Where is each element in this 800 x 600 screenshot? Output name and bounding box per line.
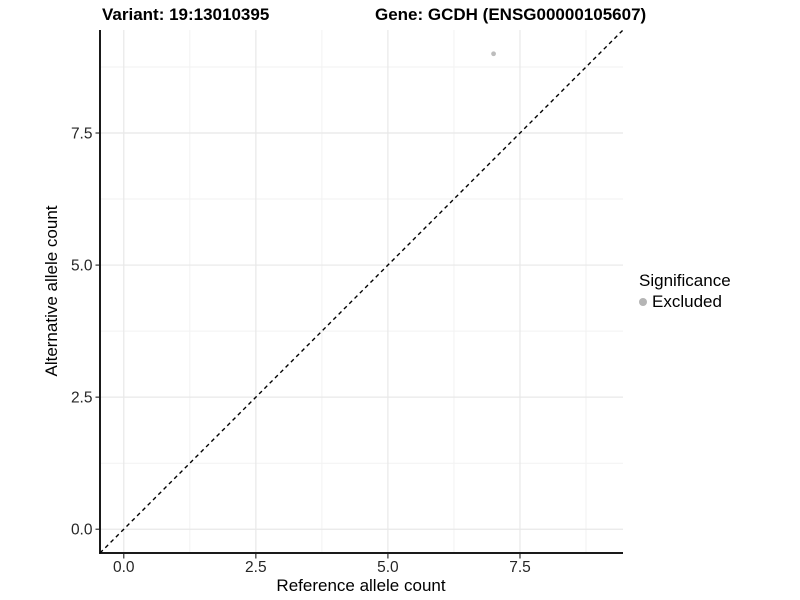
- y-tick-label: 2.5: [71, 390, 93, 407]
- y-axis-title: Alternative allele count: [42, 205, 61, 377]
- y-tick-label: 5.0: [71, 258, 93, 275]
- legend-title: Significance: [639, 271, 731, 290]
- legend: Significance Excluded: [639, 271, 731, 311]
- identity-reference-line: [99, 29, 624, 554]
- plot-title-gene: Gene: GCDH (ENSG00000105607): [375, 5, 647, 24]
- x-tick-label: 0.0: [113, 559, 135, 576]
- data-point: [491, 51, 496, 57]
- y-tick-label: 7.5: [71, 126, 93, 143]
- x-axis-title: Reference allele count: [276, 576, 446, 595]
- plot-title-variant: Variant: 19:13010395: [102, 5, 270, 24]
- legend-item-label: Excluded: [652, 292, 722, 311]
- legend-point-icon: [639, 298, 647, 306]
- y-tick-label: 0.0: [71, 522, 93, 539]
- x-tick-label: 5.0: [377, 559, 399, 576]
- x-tick-label: 7.5: [509, 559, 531, 576]
- legend-item: Excluded: [639, 293, 731, 311]
- x-tick-label: 2.5: [245, 559, 267, 576]
